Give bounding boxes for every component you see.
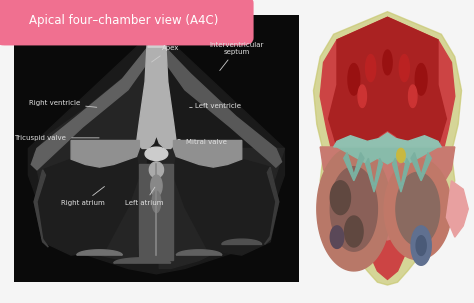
Polygon shape bbox=[330, 226, 344, 248]
Polygon shape bbox=[397, 148, 405, 162]
Bar bbox=[14, 15, 299, 282]
Polygon shape bbox=[416, 236, 426, 255]
Polygon shape bbox=[149, 162, 164, 178]
Text: Tricuspid valve: Tricuspid valve bbox=[14, 135, 99, 141]
Polygon shape bbox=[411, 226, 431, 265]
Polygon shape bbox=[337, 141, 438, 164]
Polygon shape bbox=[222, 239, 262, 245]
Polygon shape bbox=[264, 167, 279, 245]
Polygon shape bbox=[396, 172, 440, 245]
Polygon shape bbox=[145, 147, 168, 161]
Polygon shape bbox=[34, 34, 154, 263]
Polygon shape bbox=[330, 167, 377, 251]
Text: Mitral valve: Mitral valve bbox=[178, 139, 227, 145]
Polygon shape bbox=[330, 181, 350, 215]
Polygon shape bbox=[148, 23, 165, 47]
Polygon shape bbox=[399, 55, 410, 82]
Polygon shape bbox=[34, 170, 48, 247]
Polygon shape bbox=[358, 85, 366, 108]
Polygon shape bbox=[409, 85, 417, 108]
Polygon shape bbox=[313, 12, 462, 285]
Polygon shape bbox=[384, 158, 451, 260]
Text: Apical four–chamber view (A4C): Apical four–chamber view (A4C) bbox=[28, 14, 218, 27]
Text: Right ventricle: Right ventricle bbox=[29, 100, 97, 107]
Polygon shape bbox=[447, 181, 468, 237]
Polygon shape bbox=[383, 50, 392, 75]
Text: Interventricular
septum: Interventricular septum bbox=[210, 42, 264, 71]
Polygon shape bbox=[139, 165, 173, 261]
Text: Apex: Apex bbox=[152, 45, 179, 62]
Text: Right atrium: Right atrium bbox=[61, 187, 105, 206]
Polygon shape bbox=[34, 156, 139, 255]
Text: Left atrium: Left atrium bbox=[125, 187, 164, 206]
Polygon shape bbox=[365, 158, 383, 192]
Text: Left ventricle: Left ventricle bbox=[190, 103, 241, 109]
Polygon shape bbox=[159, 34, 284, 268]
Polygon shape bbox=[320, 147, 455, 240]
Polygon shape bbox=[334, 133, 441, 147]
Polygon shape bbox=[176, 250, 222, 255]
Polygon shape bbox=[317, 147, 391, 271]
Polygon shape bbox=[344, 153, 364, 181]
FancyBboxPatch shape bbox=[0, 0, 254, 45]
Polygon shape bbox=[114, 258, 171, 263]
Polygon shape bbox=[151, 175, 162, 196]
Polygon shape bbox=[156, 34, 282, 167]
Polygon shape bbox=[320, 17, 455, 279]
Polygon shape bbox=[77, 250, 122, 255]
Polygon shape bbox=[411, 153, 431, 181]
Polygon shape bbox=[71, 141, 139, 167]
Polygon shape bbox=[173, 141, 242, 167]
Polygon shape bbox=[137, 28, 176, 148]
Polygon shape bbox=[392, 158, 410, 192]
Polygon shape bbox=[152, 191, 161, 212]
Polygon shape bbox=[365, 55, 376, 82]
Polygon shape bbox=[31, 34, 156, 170]
Polygon shape bbox=[415, 64, 427, 95]
Polygon shape bbox=[328, 17, 447, 164]
Polygon shape bbox=[345, 216, 363, 247]
Polygon shape bbox=[173, 156, 279, 255]
Polygon shape bbox=[348, 64, 360, 95]
Polygon shape bbox=[28, 28, 284, 274]
